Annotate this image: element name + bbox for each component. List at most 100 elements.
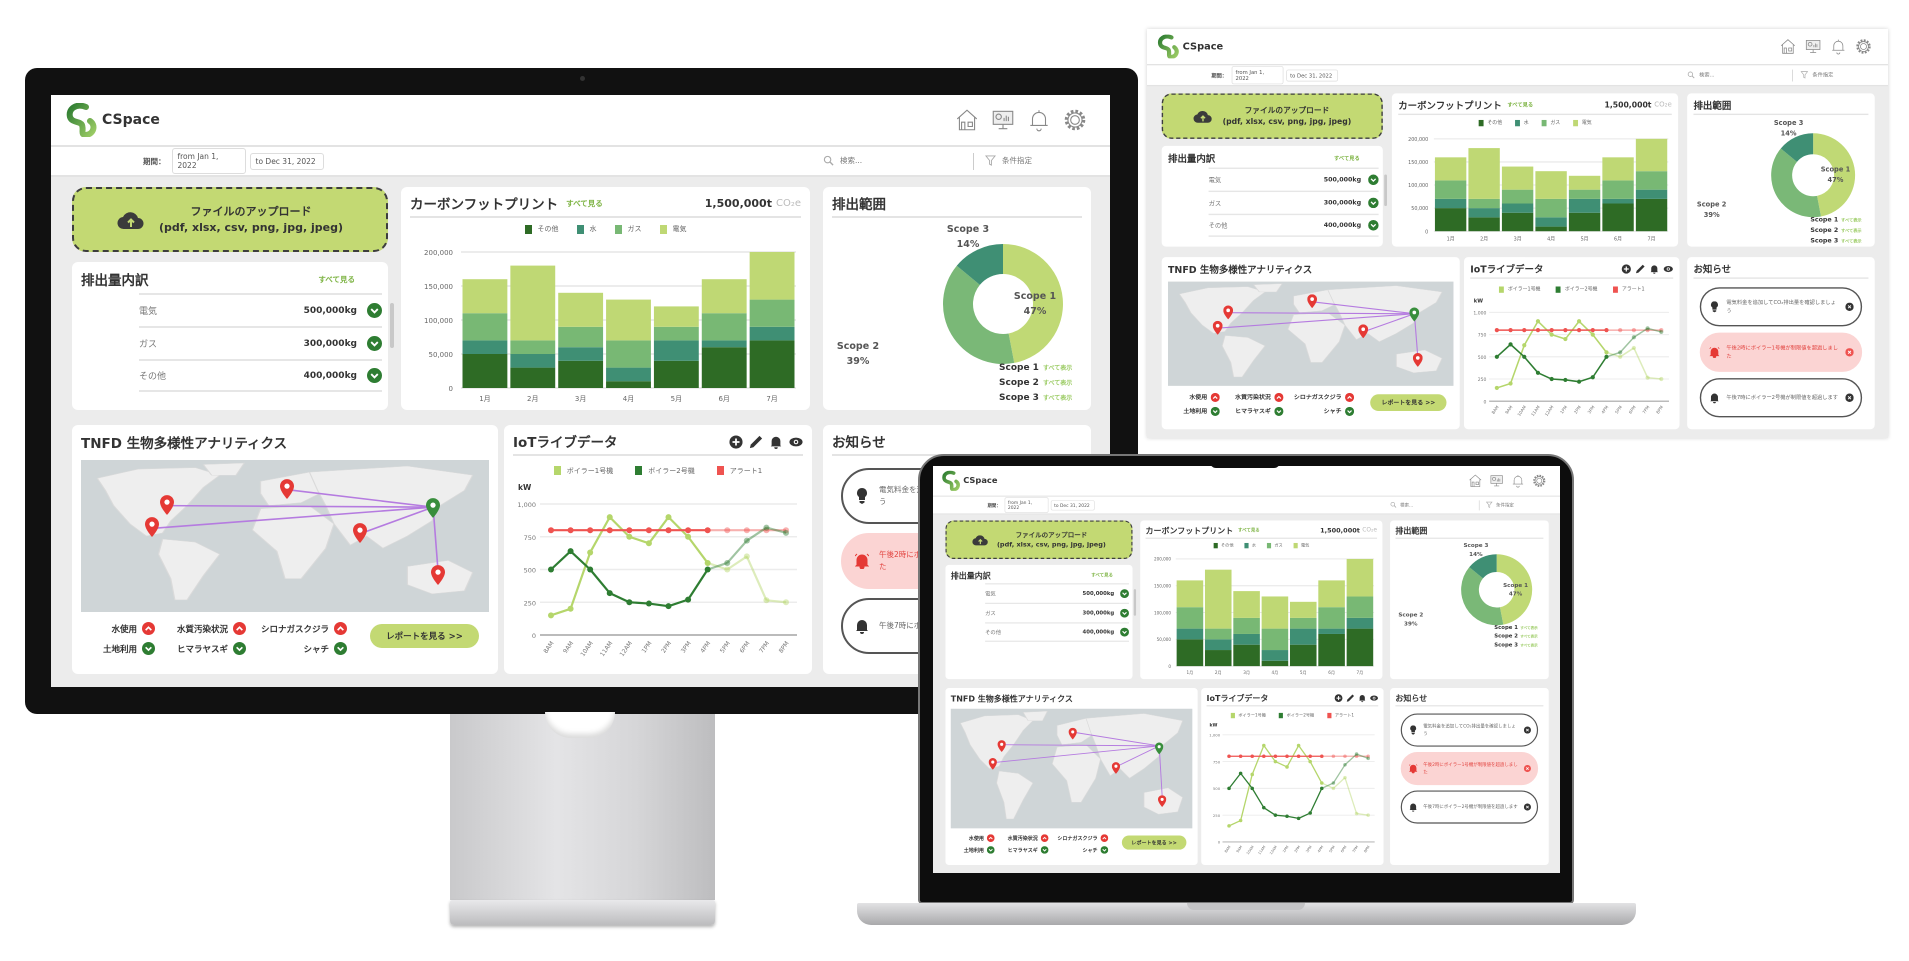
notification-item[interactable]: 午後7時にボイラー2号機が制限値を超過します [1699,378,1863,418]
bell-icon[interactable] [1649,264,1659,275]
map-pin-icon[interactable] [1307,294,1318,309]
indicator[interactable]: ヒマラヤスギ [1008,846,1049,855]
chevron-down-icon[interactable] [1120,589,1129,599]
search-input[interactable]: 検索... [1687,71,1715,79]
plus-circle-icon[interactable] [1621,264,1631,274]
show-all-link[interactable]: すべて表示 [1520,625,1538,631]
show-all-link[interactable]: すべて表示 [1042,395,1073,402]
chevron-down-icon[interactable] [1120,608,1129,618]
date-to-input[interactable]: to Dec 31, 2022 [1285,69,1338,82]
map-pin-icon[interactable] [988,758,997,770]
map-pin-icon[interactable] [1413,352,1423,367]
list-item[interactable]: ガス 300,000kg [139,326,382,359]
plus-circle-icon[interactable] [729,434,743,449]
scrollbar[interactable] [1384,174,1388,207]
notification-item[interactable]: 午後2時にボイラー1号機が制限値を超過しました [1699,332,1863,373]
gear-icon[interactable] [1532,473,1547,488]
indicator[interactable]: 水質汚染状況 [177,622,246,635]
indicator[interactable]: 水使用 [111,622,155,635]
see-all-link[interactable]: すべて見る [1507,101,1534,108]
show-all-link[interactable]: すべて表示 [1520,634,1538,639]
world-map[interactable] [1167,281,1454,386]
list-item[interactable]: 電気 500,000kg [985,583,1129,603]
view-report-button[interactable]: レポートを見る >> [370,624,479,648]
indicator[interactable]: ヒマラヤスギ [177,642,246,655]
map-pin-icon[interactable] [1212,320,1223,335]
list-item[interactable]: その他 400,000kg [985,622,1129,642]
bell-icon[interactable] [1026,107,1052,133]
map-pin-icon[interactable] [426,497,441,518]
list-item[interactable]: 電気 500,000kg [1208,167,1379,191]
pencil-icon[interactable] [1635,264,1645,274]
eye-icon[interactable] [789,434,803,448]
close-icon[interactable] [1845,348,1854,357]
gear-icon[interactable] [1062,107,1088,133]
notification-item[interactable]: 午後2時にボイラー1号機が制限値を超過しました [1400,751,1539,786]
eye-icon[interactable] [1370,693,1378,701]
cspace-logo[interactable]: CSpace [1157,34,1223,59]
show-all-link[interactable]: すべて表示 [1520,643,1538,648]
dashboard-monitor-icon[interactable] [990,107,1016,133]
show-all-link[interactable]: すべて表示 [1042,380,1073,387]
indicator[interactable]: 水質汚染状況 [1235,392,1284,402]
close-icon[interactable] [1523,765,1531,773]
show-all-link[interactable]: すべて表示 [1042,365,1073,372]
chevron-down-icon[interactable] [1368,220,1379,231]
close-icon[interactable] [1845,393,1854,403]
gear-icon[interactable] [1854,37,1872,55]
chevron-down-icon[interactable] [1368,197,1379,209]
map-pin-icon[interactable] [1155,742,1164,755]
show-all-link[interactable]: すべて表示 [1841,238,1862,244]
list-item[interactable]: ガス 300,000kg [985,602,1129,623]
map-pin-icon[interactable] [1111,762,1121,775]
cspace-logo[interactable]: CSpace [942,470,997,491]
indicator[interactable]: 水使用 [1189,392,1220,402]
chevron-down-icon[interactable] [1368,174,1379,186]
search-input[interactable]: 検索... [823,155,862,166]
plus-circle-icon[interactable] [1334,693,1343,702]
close-icon[interactable] [1523,726,1531,734]
cspace-logo[interactable]: CSpace [66,103,160,137]
file-upload-dropzone[interactable]: ファイルのアップロード (pdf, xlsx, csv, png, jpg, jp… [72,187,388,252]
list-item[interactable]: ガス 300,000kg [1208,190,1379,214]
search-input[interactable]: 検索... [1390,502,1413,509]
map-pin-icon[interactable] [159,494,174,515]
see-all-link[interactable]: すべて見る [566,198,603,208]
indicator[interactable]: 土地利用 [964,846,995,855]
home-icon[interactable] [1468,473,1483,488]
pencil-icon[interactable] [749,434,763,449]
date-from-input[interactable]: from Jan 1, 2022 [1231,66,1284,85]
notification-item[interactable]: 電気料金を追加してCO₂排出量を確認しましょう [1699,287,1863,327]
indicator[interactable]: シロナガスクジラ [1057,834,1109,843]
map-pin-icon[interactable] [1223,305,1233,320]
dashboard-monitor-icon[interactable] [1489,473,1504,488]
close-icon[interactable] [1523,803,1531,811]
list-item[interactable]: その他 400,000kg [139,359,382,392]
home-icon[interactable] [954,107,980,133]
list-item[interactable]: 電気 500,000kg [139,293,382,326]
map-pin-icon[interactable] [353,522,368,543]
date-to-input[interactable]: to Dec 31, 2022 [1050,500,1095,511]
indicator[interactable]: シャチ [303,642,347,655]
map-pin-icon[interactable] [144,517,159,538]
world-map[interactable] [81,459,489,612]
file-upload-dropzone[interactable]: ファイルのアップロード (pdf, xlsx, csv, png, jpg, jp… [1161,93,1383,139]
see-all-link[interactable]: すべて見る [318,274,355,284]
condition-filter-button[interactable]: 条件指定 [1485,501,1514,509]
indicator[interactable]: 水質汚染状況 [1008,834,1049,843]
indicator[interactable]: シロナガスクジラ [1294,392,1355,402]
eye-icon[interactable] [1663,264,1673,274]
map-pin-icon[interactable] [280,478,295,499]
bell-icon[interactable] [769,434,783,449]
map-pin-icon[interactable] [431,564,446,585]
date-to-input[interactable]: to Dec 31, 2022 [249,152,324,170]
world-map[interactable] [950,708,1193,829]
indicator[interactable]: シャチ [1082,846,1109,855]
home-icon[interactable] [1779,37,1797,55]
see-all-link[interactable]: すべて見る [1334,154,1360,161]
close-icon[interactable] [1845,302,1854,312]
scrollbar[interactable] [390,303,394,348]
map-pin-icon[interactable] [997,740,1006,752]
list-item[interactable]: その他 400,000kg [1208,213,1379,237]
file-upload-dropzone[interactable]: ファイルのアップロード (pdf, xlsx, csv, png, jpg, jp… [945,520,1133,559]
